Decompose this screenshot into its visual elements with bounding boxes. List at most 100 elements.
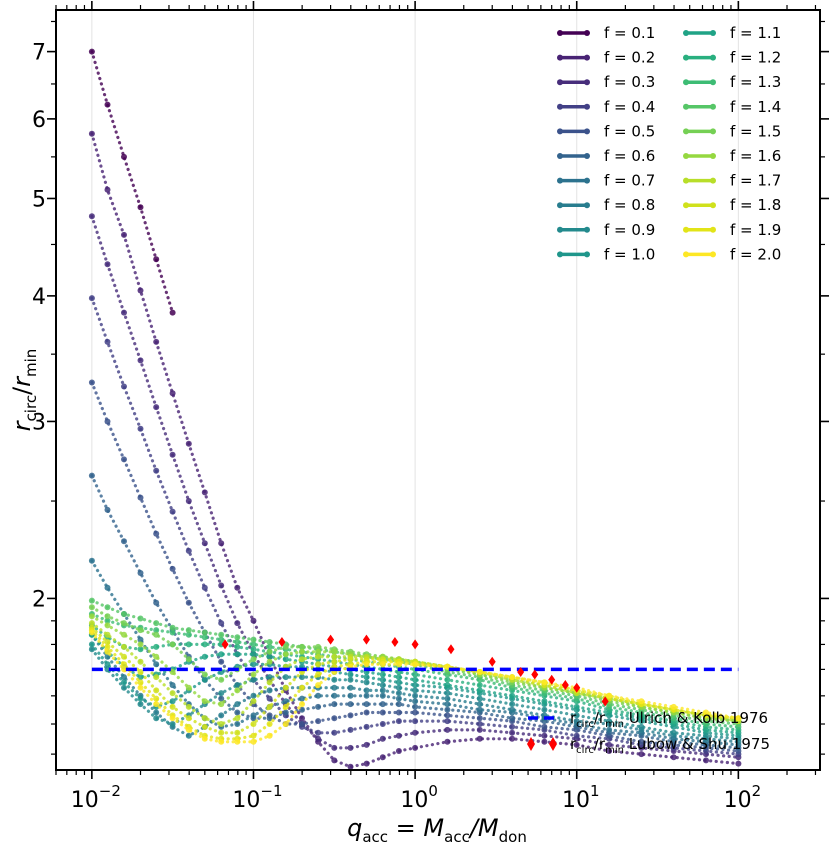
legend-item: f = 1.7: [683, 172, 781, 190]
series-point: [331, 715, 338, 722]
series-point: [638, 738, 645, 745]
series-point: [137, 701, 144, 708]
series-point: [137, 204, 144, 211]
legend-dot-left: [683, 79, 689, 86]
series-point: [541, 679, 548, 686]
reference-point: [488, 656, 496, 667]
series-point: [234, 651, 241, 658]
reference-point: [411, 639, 419, 650]
legend-dot-right: [710, 79, 716, 86]
reference-point: [531, 669, 539, 680]
series-point: [250, 692, 257, 699]
series-point: [315, 648, 322, 655]
series-point: [121, 456, 127, 463]
series-point: [153, 404, 160, 411]
series-point: [185, 631, 192, 638]
series-point: [250, 651, 257, 658]
legend-item: f = 1.1: [683, 24, 781, 42]
series-point: [315, 703, 322, 710]
legend-dot-right: [710, 103, 716, 110]
series-point: [153, 627, 160, 634]
series-point: [379, 701, 386, 708]
series-point: [703, 709, 709, 716]
series-point: [153, 687, 160, 694]
series-point: [137, 695, 144, 702]
legend-dot-left: [683, 226, 689, 233]
series-point: [363, 687, 370, 694]
series-point: [266, 648, 273, 655]
y-axis-label: rcirc/rmin: [8, 349, 40, 432]
series-point: [88, 604, 95, 611]
legend-dot-right: [584, 54, 590, 61]
series-point: [88, 213, 95, 220]
series-point: [104, 418, 111, 425]
legend-label: f = 0.6: [604, 147, 655, 165]
series-point: [379, 709, 386, 716]
series-point: [412, 676, 419, 683]
series-point: [541, 738, 548, 745]
legend-item: f = 0.9: [557, 221, 655, 239]
series-point: [88, 629, 95, 636]
series-point: [121, 231, 127, 238]
series-point: [250, 738, 257, 745]
series-point: [104, 338, 111, 345]
series-point: [363, 760, 370, 767]
series-point: [347, 712, 354, 719]
series-point: [153, 715, 160, 722]
legend: f = 0.1 f = 0.2 f = 0.3 f = 0.4 f = 0.5 f = 0…: [557, 24, 781, 263]
series-point: [347, 744, 354, 751]
series-point: [266, 674, 273, 681]
series-point: [201, 735, 208, 742]
series-point: [444, 712, 451, 719]
series-point: [153, 256, 160, 263]
series-point: [218, 658, 225, 665]
series-point: [282, 656, 289, 663]
legend-item: f = 1.2: [683, 49, 781, 67]
series-point: [201, 723, 208, 730]
series-point: [476, 706, 483, 713]
series-point: [379, 687, 386, 694]
legend-reference-points-label: rcirc/rmin Lubow & Shu 1975: [570, 735, 770, 756]
series-point: [735, 715, 742, 722]
series-point: [395, 701, 402, 708]
series-point: [137, 494, 144, 501]
series-point: [201, 584, 208, 591]
series-point: [153, 709, 160, 716]
legend-dot-left: [557, 128, 563, 135]
legend-label: f = 1.7: [730, 172, 781, 190]
x-axis-label: qacc = Macc/Mdon: [347, 814, 527, 844]
series-point: [395, 695, 402, 702]
series-point: [218, 721, 225, 727]
series-point: [266, 679, 273, 686]
series-point: [266, 658, 273, 665]
series-line: [90, 49, 175, 315]
series-point: [234, 721, 241, 727]
series-point: [250, 671, 257, 678]
legend-item: f = 1.9: [683, 221, 781, 239]
series-point: [104, 261, 111, 268]
series-point: [218, 712, 225, 719]
series-point: [299, 643, 305, 650]
legend-label: f = 0.8: [604, 196, 655, 214]
series-point: [88, 48, 95, 55]
legend-label: f = 1.8: [730, 196, 781, 214]
axis-ticks: 10−2 10−1 100 101 102 2 3 4 5 6 7: [32, 1, 829, 813]
legend-dot-left: [557, 54, 563, 61]
series-point: [363, 701, 370, 708]
series-point: [573, 718, 580, 725]
series-point: [185, 599, 192, 606]
series-point: [234, 738, 241, 745]
series-point: [331, 729, 338, 736]
series-point: [476, 701, 483, 708]
series-point: [153, 620, 160, 627]
series-point: [638, 723, 645, 730]
series-point: [282, 684, 289, 691]
series-point: [541, 706, 548, 713]
data-series: [88, 48, 742, 770]
series-point: [201, 540, 208, 547]
series-point: [331, 684, 338, 691]
series-point: [137, 684, 144, 691]
series-point: [331, 757, 338, 764]
series-point: [573, 712, 580, 719]
